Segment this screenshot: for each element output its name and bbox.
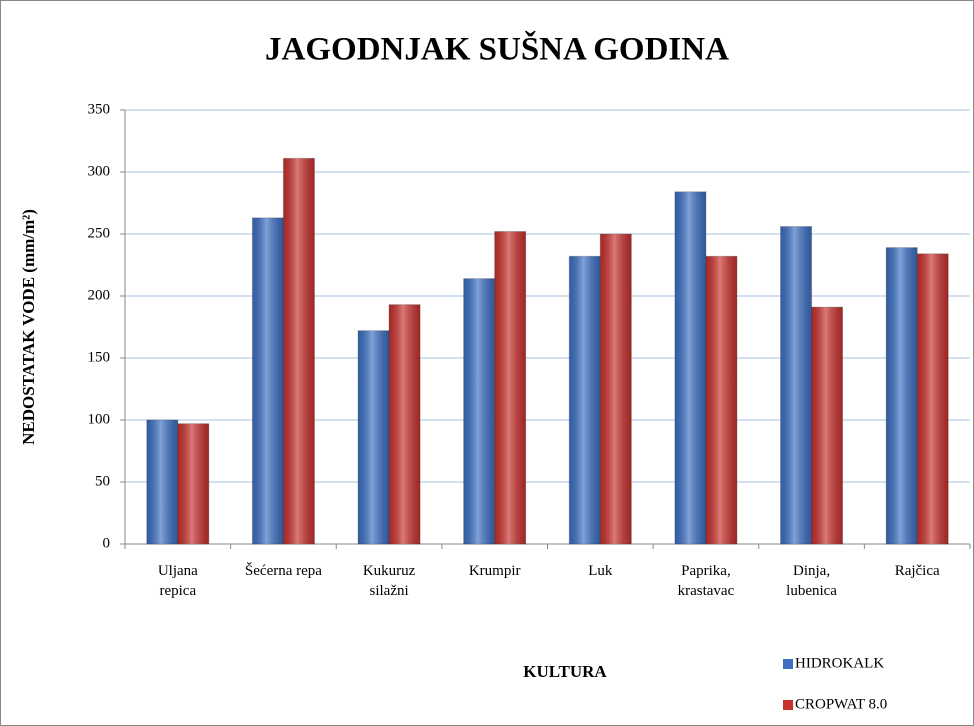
bar-shine [811, 307, 843, 544]
x-tick-label: Krumpir [469, 563, 521, 579]
y-tick-label: 300 [88, 163, 111, 179]
bar-shine [177, 423, 209, 544]
legend-swatch [783, 659, 793, 669]
bar-shine [358, 330, 390, 544]
y-tick-label: 150 [88, 349, 111, 365]
x-tick-label: Kukuruz silažni [363, 563, 416, 599]
x-tick-label: Rajčica [895, 563, 940, 579]
x-tick-label: Šećerna repa [245, 562, 322, 579]
bar-shine [917, 253, 949, 544]
legend-label: HIDROKALK [795, 655, 884, 671]
x-tick-label: Luk [588, 563, 613, 579]
x-tick-label: Uljana repica [158, 563, 198, 599]
y-tick-label: 50 [95, 473, 110, 489]
bar-shine [600, 234, 632, 544]
bar-shine [705, 256, 737, 544]
x-tick-label: Paprika, krastavac [678, 563, 735, 599]
x-tick-label: Dinja, lubenica [786, 563, 837, 599]
y-tick-label: 250 [88, 225, 111, 241]
bar-shine [494, 231, 526, 544]
bar-shine [886, 247, 918, 544]
y-tick-label: 200 [88, 287, 111, 303]
bar-shine [674, 191, 706, 544]
bar-shine [283, 158, 315, 545]
legend-label: CROPWAT 8.0 [795, 696, 887, 712]
bar-shine [569, 256, 601, 544]
y-tick-label: 0 [103, 535, 111, 551]
bar-shine [389, 304, 421, 544]
chart-title: JAGODNJAK SUŠNA GODINA [265, 30, 729, 68]
y-axis-title: NEDOSTATAK VODE (mm/m²) [19, 209, 38, 445]
bar-shine [252, 217, 284, 544]
y-tick-label: 350 [88, 101, 111, 117]
bar-shine [780, 226, 812, 544]
bar-shine [146, 420, 178, 544]
bar-shine [463, 278, 495, 544]
y-tick-label: 100 [88, 411, 111, 427]
x-axis-title: KULTURA [523, 662, 607, 681]
legend-swatch [783, 700, 793, 710]
